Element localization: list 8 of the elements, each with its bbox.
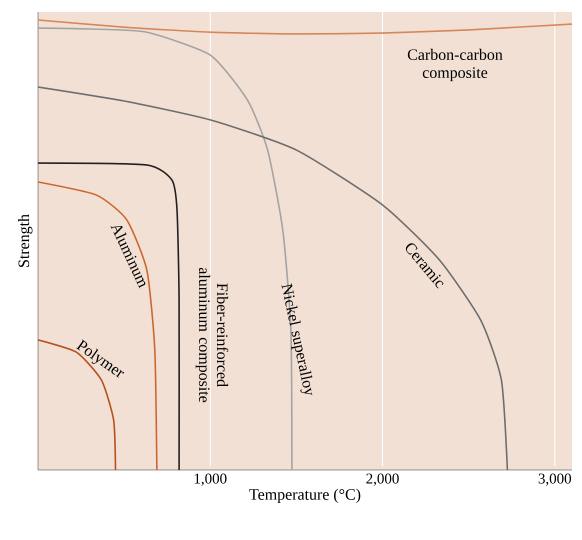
series-label: Carbon-carbon composite bbox=[408, 48, 503, 82]
y-axis-title: Strength bbox=[18, 214, 32, 267]
x-tick-label: 2,000 bbox=[366, 474, 399, 486]
x-axis-title: Temperature (°C) bbox=[249, 488, 360, 504]
text: Fiber-reinforced aluminum composite bbox=[196, 268, 228, 402]
x-tick-label: 3,000 bbox=[538, 474, 572, 486]
x-tick-label: 1,000 bbox=[194, 474, 227, 486]
text: Nickel superalloy bbox=[282, 283, 312, 396]
